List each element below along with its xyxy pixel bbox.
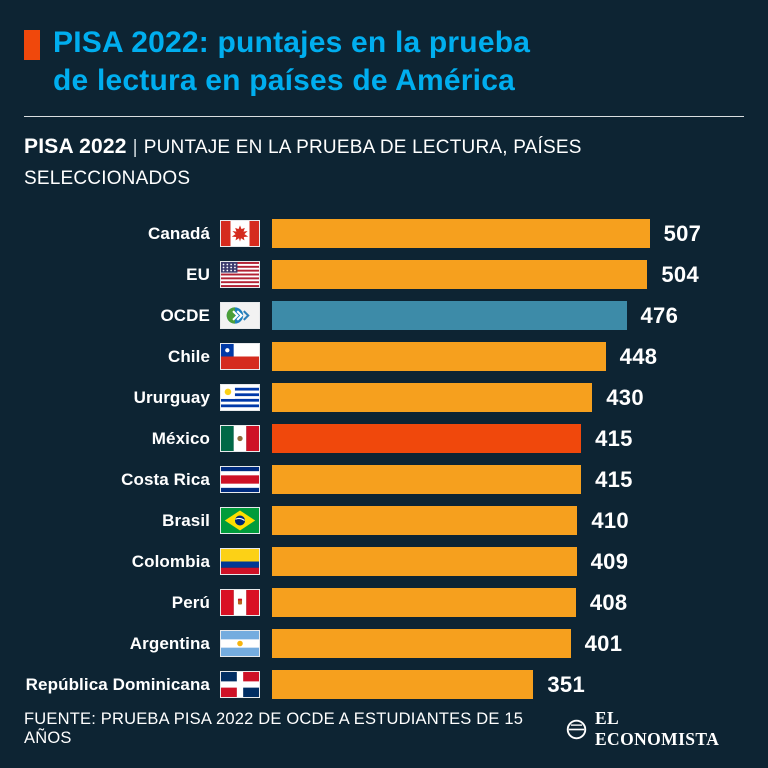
bar-track: 476 <box>272 301 744 331</box>
title-marker <box>24 30 40 60</box>
flag-peru-icon <box>220 589 260 617</box>
value-bar <box>272 219 650 249</box>
divider <box>24 116 744 118</box>
chart-row: Chile 448 <box>24 336 744 377</box>
subtitle-text: PUNTAJE EN LA PRUEBA DE LECTURA, PAÍSES … <box>24 137 582 189</box>
value-label: 507 <box>663 220 702 246</box>
value-bar <box>272 465 582 495</box>
country-label: Perú <box>171 592 210 612</box>
value-label: 430 <box>606 384 644 410</box>
chart-row: México 415 <box>24 418 744 459</box>
country-label: Brasil <box>162 510 210 530</box>
flag-usa-icon <box>220 261 260 289</box>
value-bar <box>272 506 578 536</box>
flag-canada-icon <box>220 220 260 248</box>
bar-track: 415 <box>272 465 744 495</box>
value-label: 476 <box>640 302 679 328</box>
country-label: Canadá <box>147 223 210 243</box>
chart-row: Perú 408 <box>24 582 744 623</box>
bar-track: 410 <box>272 506 744 536</box>
flag-uruguay-icon <box>220 384 260 412</box>
chart-subtitle: PISA 2022 | PUNTAJE EN LA PRUEBA DE LECTUR… <box>24 131 644 193</box>
page-title: PISA 2022: puntajes en la prueba de lect… <box>53 26 531 98</box>
flag-mexico-icon <box>220 425 260 453</box>
chart-row: Argentina 401 <box>24 623 744 664</box>
flag-oecd-icon <box>220 302 260 330</box>
chart-row: EU 504 <box>24 254 744 295</box>
chart-row: Costa Rica 415 <box>24 459 744 500</box>
value-label: 504 <box>661 261 699 287</box>
chart-row: Brasil 410 <box>24 500 744 541</box>
chart-row: República Dominicana 351 <box>24 664 744 705</box>
value-bar <box>272 301 627 331</box>
bar-track: 408 <box>272 588 744 618</box>
country-label: Costa Rica <box>121 469 210 489</box>
flag-chile-icon <box>220 343 260 371</box>
flag-brazil-icon <box>220 507 260 535</box>
el-economista-globe-icon <box>565 718 588 741</box>
value-label: 351 <box>547 671 585 697</box>
chart-row: Colombia 409 <box>24 541 744 582</box>
value-bar <box>272 424 582 454</box>
value-bar <box>272 260 648 290</box>
chart-row: Canadá 507 <box>24 213 744 254</box>
value-label: 408 <box>589 589 628 615</box>
country-label: EU <box>186 264 210 284</box>
subtitle-kicker: PISA 2022 <box>24 135 127 159</box>
value-label: 401 <box>584 630 623 656</box>
bar-track: 415 <box>272 424 744 454</box>
country-label: Ururguay <box>133 387 210 407</box>
bar-track: 409 <box>272 547 744 577</box>
footer: FUENTE: PRUEBA PISA 2022 DE OCDE A ESTUD… <box>24 708 744 750</box>
country-label: Argentina <box>129 633 210 653</box>
chart-row: Ururguay 430 <box>24 377 744 418</box>
value-bar <box>272 383 593 413</box>
country-label: OCDE <box>160 305 210 325</box>
bar-track: 430 <box>272 383 744 413</box>
country-label: Chile <box>167 346 210 366</box>
value-bar <box>272 629 571 659</box>
country-label: México <box>151 428 210 448</box>
bar-track: 448 <box>272 342 744 372</box>
value-bar <box>272 588 576 618</box>
chart-row: OCDE 476 <box>24 295 744 336</box>
brand-name: EL ECONOMISTA <box>594 708 720 749</box>
value-bar <box>272 342 606 372</box>
flag-costa-rica-icon <box>220 466 260 494</box>
value-label: 410 <box>591 507 629 533</box>
brand: EL ECONOMISTA <box>565 708 744 750</box>
flag-argentina-icon <box>220 630 260 658</box>
flag-dominican-republic-icon <box>220 671 260 699</box>
bar-track: 507 <box>272 219 744 249</box>
value-label: 415 <box>595 425 633 451</box>
bar-track: 504 <box>272 260 744 290</box>
header: PISA 2022: puntajes en la prueba de lect… <box>24 24 744 100</box>
value-label: 409 <box>590 548 629 574</box>
value-bar <box>272 547 577 577</box>
bar-chart: Canadá 507 EU 504 OCDE 476 Chile 448 Ururguay 430… <box>24 213 744 705</box>
bar-track: 351 <box>272 670 744 700</box>
bar-track: 401 <box>272 629 744 659</box>
value-label: 415 <box>595 466 633 492</box>
country-label: Colombia <box>131 551 210 571</box>
subtitle-separator: | <box>132 137 138 159</box>
value-label: 448 <box>619 343 658 369</box>
source-note: FUENTE: PRUEBA PISA 2022 DE OCDE A ESTUD… <box>24 710 524 747</box>
flag-colombia-icon <box>220 548 260 576</box>
country-label: República Dominicana <box>25 674 210 694</box>
value-bar <box>272 670 534 700</box>
